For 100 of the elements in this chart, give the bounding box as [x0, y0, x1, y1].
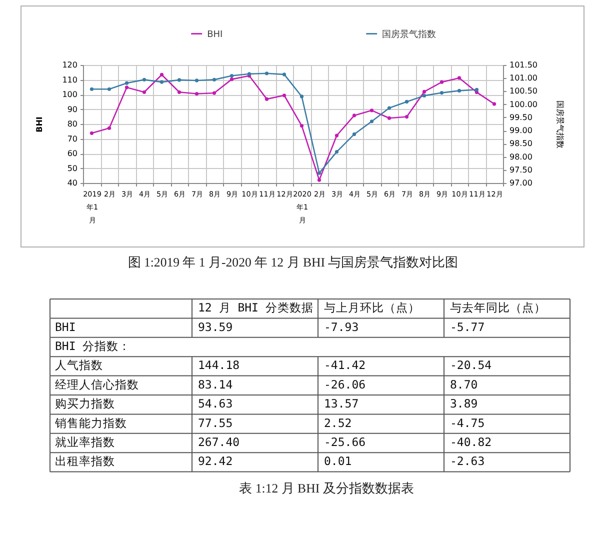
- category-label: 就业率指数: [55, 435, 115, 449]
- data-label: 3.89: [450, 396, 478, 411]
- y2-tick-label: 98.50: [510, 139, 532, 148]
- text: 与上月环比（点）: [324, 300, 420, 315]
- point: [142, 90, 146, 94]
- point: [457, 76, 462, 80]
- point: [107, 126, 112, 130]
- category-label: BHI: [55, 320, 76, 334]
- data-label: 144.18: [198, 358, 240, 372]
- y-tick-label: 120: [62, 60, 78, 70]
- y-tick-label: 70: [67, 134, 78, 144]
- point: [160, 80, 164, 84]
- point: [160, 72, 164, 77]
- point: [264, 97, 269, 101]
- y-tick-label: 80: [67, 120, 78, 128]
- data-label: 2.52: [324, 416, 352, 430]
- point: [334, 134, 339, 138]
- data-label: -40.82: [450, 435, 492, 449]
- point: [352, 114, 356, 118]
- point: [457, 88, 462, 92]
- y-tick-label: 90: [67, 104, 78, 114]
- point: [387, 106, 392, 110]
- point: [282, 94, 286, 98]
- point: [90, 131, 94, 135]
- point: [142, 78, 146, 82]
- data-label: 8.70: [450, 377, 478, 392]
- category-label: 出租率指数: [55, 454, 115, 468]
- point: [90, 87, 94, 91]
- y-tick-label: 100: [62, 90, 78, 99]
- data-label: -5.77: [450, 320, 485, 334]
- category-label: 购买力指数: [55, 396, 115, 411]
- data-label: 0.01: [324, 454, 352, 468]
- data-label: 93.59: [198, 320, 233, 334]
- point: [212, 91, 216, 95]
- text: 12 月 BHI 分类数据: [198, 300, 314, 315]
- data-label: 54.63: [198, 396, 233, 411]
- y-tick-label: 50: [67, 164, 78, 173]
- data-label: 267.40: [198, 435, 240, 449]
- point: [404, 114, 409, 119]
- point: [194, 78, 199, 82]
- category-label: 经理人信心指数: [55, 377, 139, 392]
- y2-tick-label: 99.50: [510, 112, 532, 122]
- data-label: -20.54: [450, 358, 492, 372]
- point: [264, 72, 269, 76]
- y2-tick-label: 98.00: [510, 152, 532, 162]
- y2-tick-label: 99.00: [510, 126, 532, 136]
- point: [177, 90, 182, 94]
- point: [124, 86, 129, 90]
- data-label: 77.55: [198, 416, 233, 430]
- point: [282, 72, 286, 76]
- legend-label: 国房景气指数: [382, 28, 436, 40]
- point: [300, 124, 304, 128]
- data-label: 83.14: [198, 377, 233, 392]
- y-tick-label: 110: [62, 75, 78, 84]
- data-label: -7.93: [324, 320, 359, 334]
- point: [334, 150, 339, 154]
- category-label: 人气指数: [55, 358, 103, 372]
- point: [387, 116, 392, 120]
- point: [177, 78, 182, 82]
- data-label: -26.06: [324, 377, 366, 392]
- point: [230, 74, 234, 78]
- y2-axis-title: 国房景气指数: [555, 100, 564, 148]
- point: [124, 81, 129, 85]
- legend-label: BHI: [207, 30, 223, 40]
- point: [300, 94, 304, 98]
- point: [212, 78, 216, 82]
- y-axis-title: BHI: [35, 116, 44, 132]
- y2-tick-label: 97.50: [510, 165, 532, 174]
- text: 与去年同比（点）: [450, 300, 546, 315]
- point: [474, 88, 479, 92]
- data-label: -41.42: [324, 358, 366, 372]
- point: [440, 90, 444, 95]
- point: [317, 178, 322, 182]
- y-tick-label: 60: [67, 149, 78, 158]
- y2-tick-label: 100.50: [510, 86, 538, 96]
- y2-tick-label: 101.50: [510, 60, 538, 70]
- point: [352, 132, 356, 136]
- point: [230, 78, 234, 82]
- data-label: 92.42: [198, 454, 233, 468]
- category-label: 销售能力指数: [54, 416, 127, 430]
- text: 图 1:2019 年 1 月-2020 年 12 月 BHI 与国房景气指数对比图: [128, 254, 458, 270]
- point: [422, 94, 426, 98]
- point: [422, 90, 426, 94]
- y2-tick-label: 101.00: [510, 74, 538, 83]
- y-tick-label: 40: [67, 178, 78, 188]
- y2-tick-label: 97.00: [510, 178, 532, 188]
- point: [440, 80, 444, 84]
- data-label: -25.66: [324, 435, 366, 449]
- point: [194, 92, 199, 96]
- point: [370, 108, 374, 112]
- data-label: -2.63: [450, 454, 485, 468]
- point: [404, 100, 409, 104]
- point: [492, 102, 496, 106]
- data-label: -4.75: [450, 416, 485, 430]
- point: [107, 87, 112, 91]
- y2-tick-label: 100.00: [510, 100, 538, 109]
- text: 表 1:12 月 BHI 及分指数数据表: [239, 481, 414, 496]
- text: BHI 分指数：: [55, 339, 131, 353]
- point: [317, 171, 322, 175]
- point: [370, 120, 374, 124]
